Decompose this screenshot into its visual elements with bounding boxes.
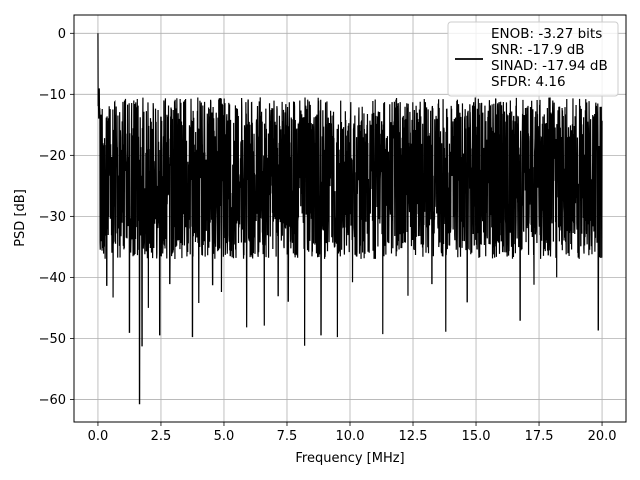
- x-axis-ticks: 0.0 2.5 5.0 7.5 10.0 12.5 15.0 17.5 20.0: [88, 422, 617, 444]
- legend-sfdr: SFDR: 4.16: [491, 74, 566, 90]
- y-tick-label: 0: [58, 27, 66, 42]
- y-tick-label: −60: [39, 393, 66, 408]
- legend-snr: SNR: -17.9 dB: [491, 42, 585, 58]
- x-tick-label: 15.0: [462, 429, 491, 444]
- x-tick-label: 2.5: [151, 429, 172, 444]
- legend-enob: ENOB: -3.27 bits: [491, 26, 602, 42]
- x-tick-label: 7.5: [277, 429, 298, 444]
- y-axis-label: PSD [dB]: [13, 189, 28, 247]
- legend: ENOB: -3.27 bits SNR: -17.9 dB SINAD: -1…: [447, 21, 619, 97]
- x-tick-label: 0.0: [88, 429, 109, 444]
- y-tick-label: −20: [39, 149, 66, 164]
- y-tick-label: −10: [39, 88, 66, 103]
- x-tick-label: 17.5: [525, 429, 554, 444]
- psd-trace-layer: [97, 33, 603, 405]
- y-tick-label: −40: [39, 271, 66, 286]
- x-tick-label: 5.0: [214, 429, 235, 444]
- legend-box: [447, 21, 619, 97]
- x-tick-label: 10.0: [336, 429, 365, 444]
- legend-sinad: SINAD: -17.94 dB: [491, 58, 608, 74]
- y-tick-label: −30: [39, 210, 66, 225]
- psd-series-line: [97, 33, 603, 405]
- x-tick-label: 12.5: [399, 429, 428, 444]
- x-axis-label: Frequency [MHz]: [295, 451, 404, 466]
- y-axis-ticks: 0 −10 −20 −30 −40 −50 −60: [39, 27, 74, 408]
- x-tick-label: 20.0: [588, 429, 617, 444]
- y-tick-label: −50: [39, 332, 66, 347]
